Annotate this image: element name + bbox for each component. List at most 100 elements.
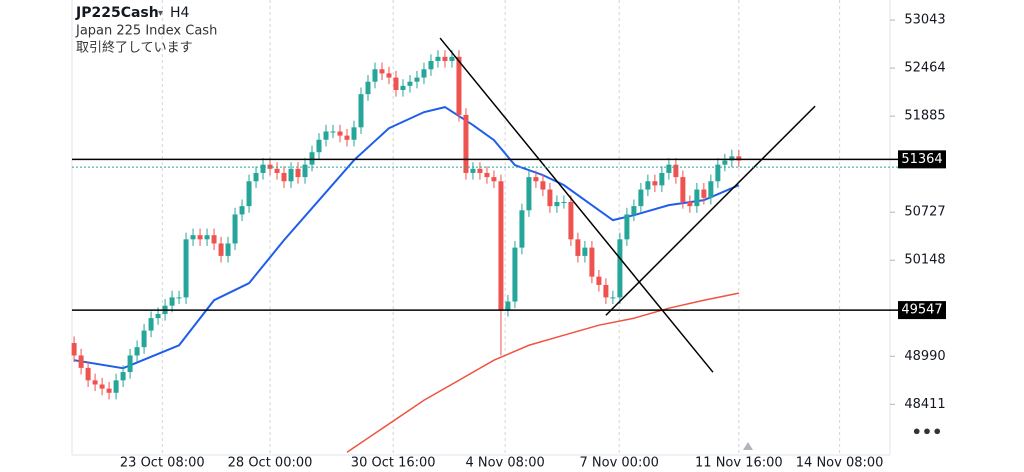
candle-body xyxy=(680,177,686,202)
candle-body xyxy=(435,56,441,61)
y-tick-label: 53043 xyxy=(904,13,945,28)
candle-body xyxy=(393,77,399,91)
x-tick-label: 30 Oct 16:00 xyxy=(351,456,436,471)
candle-body xyxy=(85,367,91,381)
candle-body xyxy=(729,156,735,161)
candle-body xyxy=(484,172,490,178)
candle-body xyxy=(330,131,336,133)
candle-body xyxy=(617,239,623,298)
symbol[interactable]: JP225Cash xyxy=(75,5,159,21)
candle-body xyxy=(106,388,112,393)
candle-body xyxy=(302,164,308,178)
candle-body xyxy=(582,247,588,256)
candle-body xyxy=(155,313,161,319)
candle-body xyxy=(414,77,420,82)
x-tick-label: 28 Oct 00:00 xyxy=(228,456,313,471)
candle-body xyxy=(568,201,574,240)
candle-body xyxy=(141,330,147,348)
candle-body xyxy=(687,201,693,207)
candle-body xyxy=(134,347,140,356)
y-tick-label: 52464 xyxy=(904,61,945,76)
candle-body xyxy=(715,164,721,182)
candle-body xyxy=(547,189,553,207)
candle-body xyxy=(239,206,245,215)
x-tick-label: 14 Nov 08:00 xyxy=(796,456,884,471)
candle-body xyxy=(337,131,343,136)
candle-body xyxy=(554,201,560,207)
candle-body xyxy=(113,380,119,393)
candle-body xyxy=(673,164,679,178)
candle-body xyxy=(358,94,364,128)
candle-body xyxy=(92,380,98,385)
level-label-box xyxy=(898,150,946,169)
candle-body xyxy=(428,60,434,70)
candle-body xyxy=(316,139,322,153)
candle-body xyxy=(225,243,231,256)
candle-body xyxy=(526,177,532,211)
candle-body xyxy=(365,81,371,95)
candle-body xyxy=(498,181,504,310)
candle-body xyxy=(372,69,378,82)
y-tick-label: 48411 xyxy=(904,397,945,412)
candle-body xyxy=(519,210,525,248)
candle-body xyxy=(288,168,294,182)
candle-body xyxy=(295,168,301,178)
trend-line xyxy=(605,105,816,316)
candle-body xyxy=(309,152,315,165)
candle-body xyxy=(169,297,175,306)
x-tick-label: 11 Nov 16:00 xyxy=(695,456,783,471)
candle-body xyxy=(603,284,609,298)
candle-body xyxy=(631,206,637,215)
symbol-legend: JP225Cash ▾ H4 Japan 225 Index Cash 取引終了… xyxy=(75,5,217,56)
candle-body xyxy=(211,235,217,244)
candle-body xyxy=(148,318,154,331)
y-tick-label: 50727 xyxy=(904,205,945,220)
y-tick-label: 50148 xyxy=(904,253,945,268)
candle-body xyxy=(120,372,126,381)
candle-body xyxy=(491,177,497,182)
candle-body xyxy=(533,177,539,182)
candle-body xyxy=(666,164,672,173)
candle-body xyxy=(421,69,427,78)
candle-body xyxy=(694,189,700,207)
dropdown-icon[interactable]: ▾ xyxy=(158,8,163,19)
candle-body xyxy=(610,297,616,299)
candle-body xyxy=(708,181,714,198)
candle-body xyxy=(323,131,329,140)
candle-body xyxy=(127,355,133,373)
candle-body xyxy=(246,181,252,207)
y-tick-label: 51885 xyxy=(904,109,945,124)
candle-body xyxy=(456,56,462,115)
candle-body xyxy=(722,160,728,165)
candle-body xyxy=(540,181,546,190)
candle-body xyxy=(575,239,581,256)
y-tick-label: 48990 xyxy=(904,349,945,364)
level-label-box xyxy=(898,301,946,320)
level-label: 49547 xyxy=(901,303,942,318)
candle-body xyxy=(78,355,84,368)
more-menu[interactable]: ••• xyxy=(912,423,943,442)
candle-body xyxy=(463,114,469,173)
candle-body xyxy=(407,81,413,86)
candle-body xyxy=(71,343,77,356)
candle-body xyxy=(379,69,385,74)
candle-body xyxy=(351,127,357,140)
candle-body xyxy=(400,85,406,91)
candle-body xyxy=(218,243,224,256)
x-tick-label: 7 Nov 00:00 xyxy=(580,456,659,471)
candle-body xyxy=(652,181,658,186)
interval[interactable]: H4 xyxy=(170,5,190,21)
candle-body xyxy=(701,189,707,198)
candle-body xyxy=(190,235,196,240)
candle-body xyxy=(589,247,595,277)
candle-body xyxy=(477,168,483,173)
moving-average xyxy=(346,292,740,453)
candle-body xyxy=(197,235,203,240)
candle-body xyxy=(736,156,742,161)
candle-body xyxy=(253,172,259,182)
candle-body xyxy=(386,73,392,78)
candle-body xyxy=(176,297,182,299)
candle-body xyxy=(596,276,602,285)
